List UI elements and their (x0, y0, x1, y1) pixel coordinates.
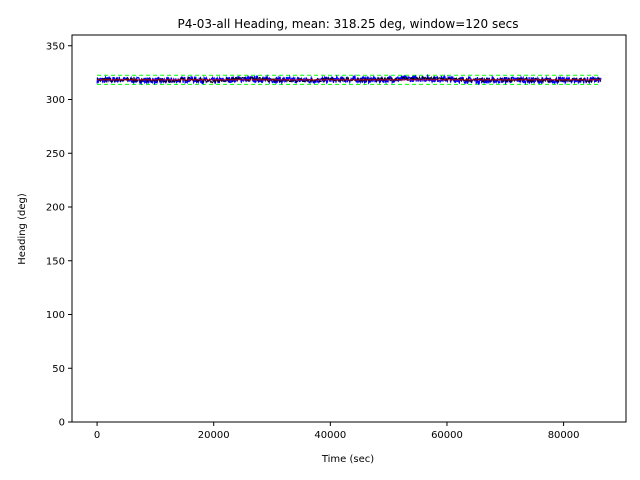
y-tick-label: 300 (46, 95, 65, 106)
x-axis-label: Time (sec) (321, 454, 374, 465)
plot-frame (71, 34, 627, 423)
y-tick-label: 0 (59, 418, 65, 429)
y-tick-label: 50 (52, 364, 65, 375)
y-tick-label: 350 (46, 41, 65, 52)
x-tick-label: 20000 (198, 430, 230, 441)
plot-area (96, 73, 602, 86)
x-tick-label: 60000 (431, 430, 463, 441)
chart-title: P4-03-all Heading, mean: 318.25 deg, win… (178, 17, 519, 31)
y-axis-label: Heading (deg) (17, 193, 28, 265)
x-axis: 0 20000 40000 60000 80000 (94, 422, 580, 441)
y-tick-label: 200 (46, 203, 65, 214)
y-axis: 0 50 100 150 200 250 300 350 (46, 41, 72, 429)
x-tick-label: 80000 (548, 430, 580, 441)
x-tick-label: 0 (94, 430, 100, 441)
x-tick-label: 40000 (314, 430, 346, 441)
y-tick-label: 250 (46, 149, 65, 160)
y-tick-label: 100 (46, 310, 65, 321)
y-tick-label: 150 (46, 256, 65, 267)
